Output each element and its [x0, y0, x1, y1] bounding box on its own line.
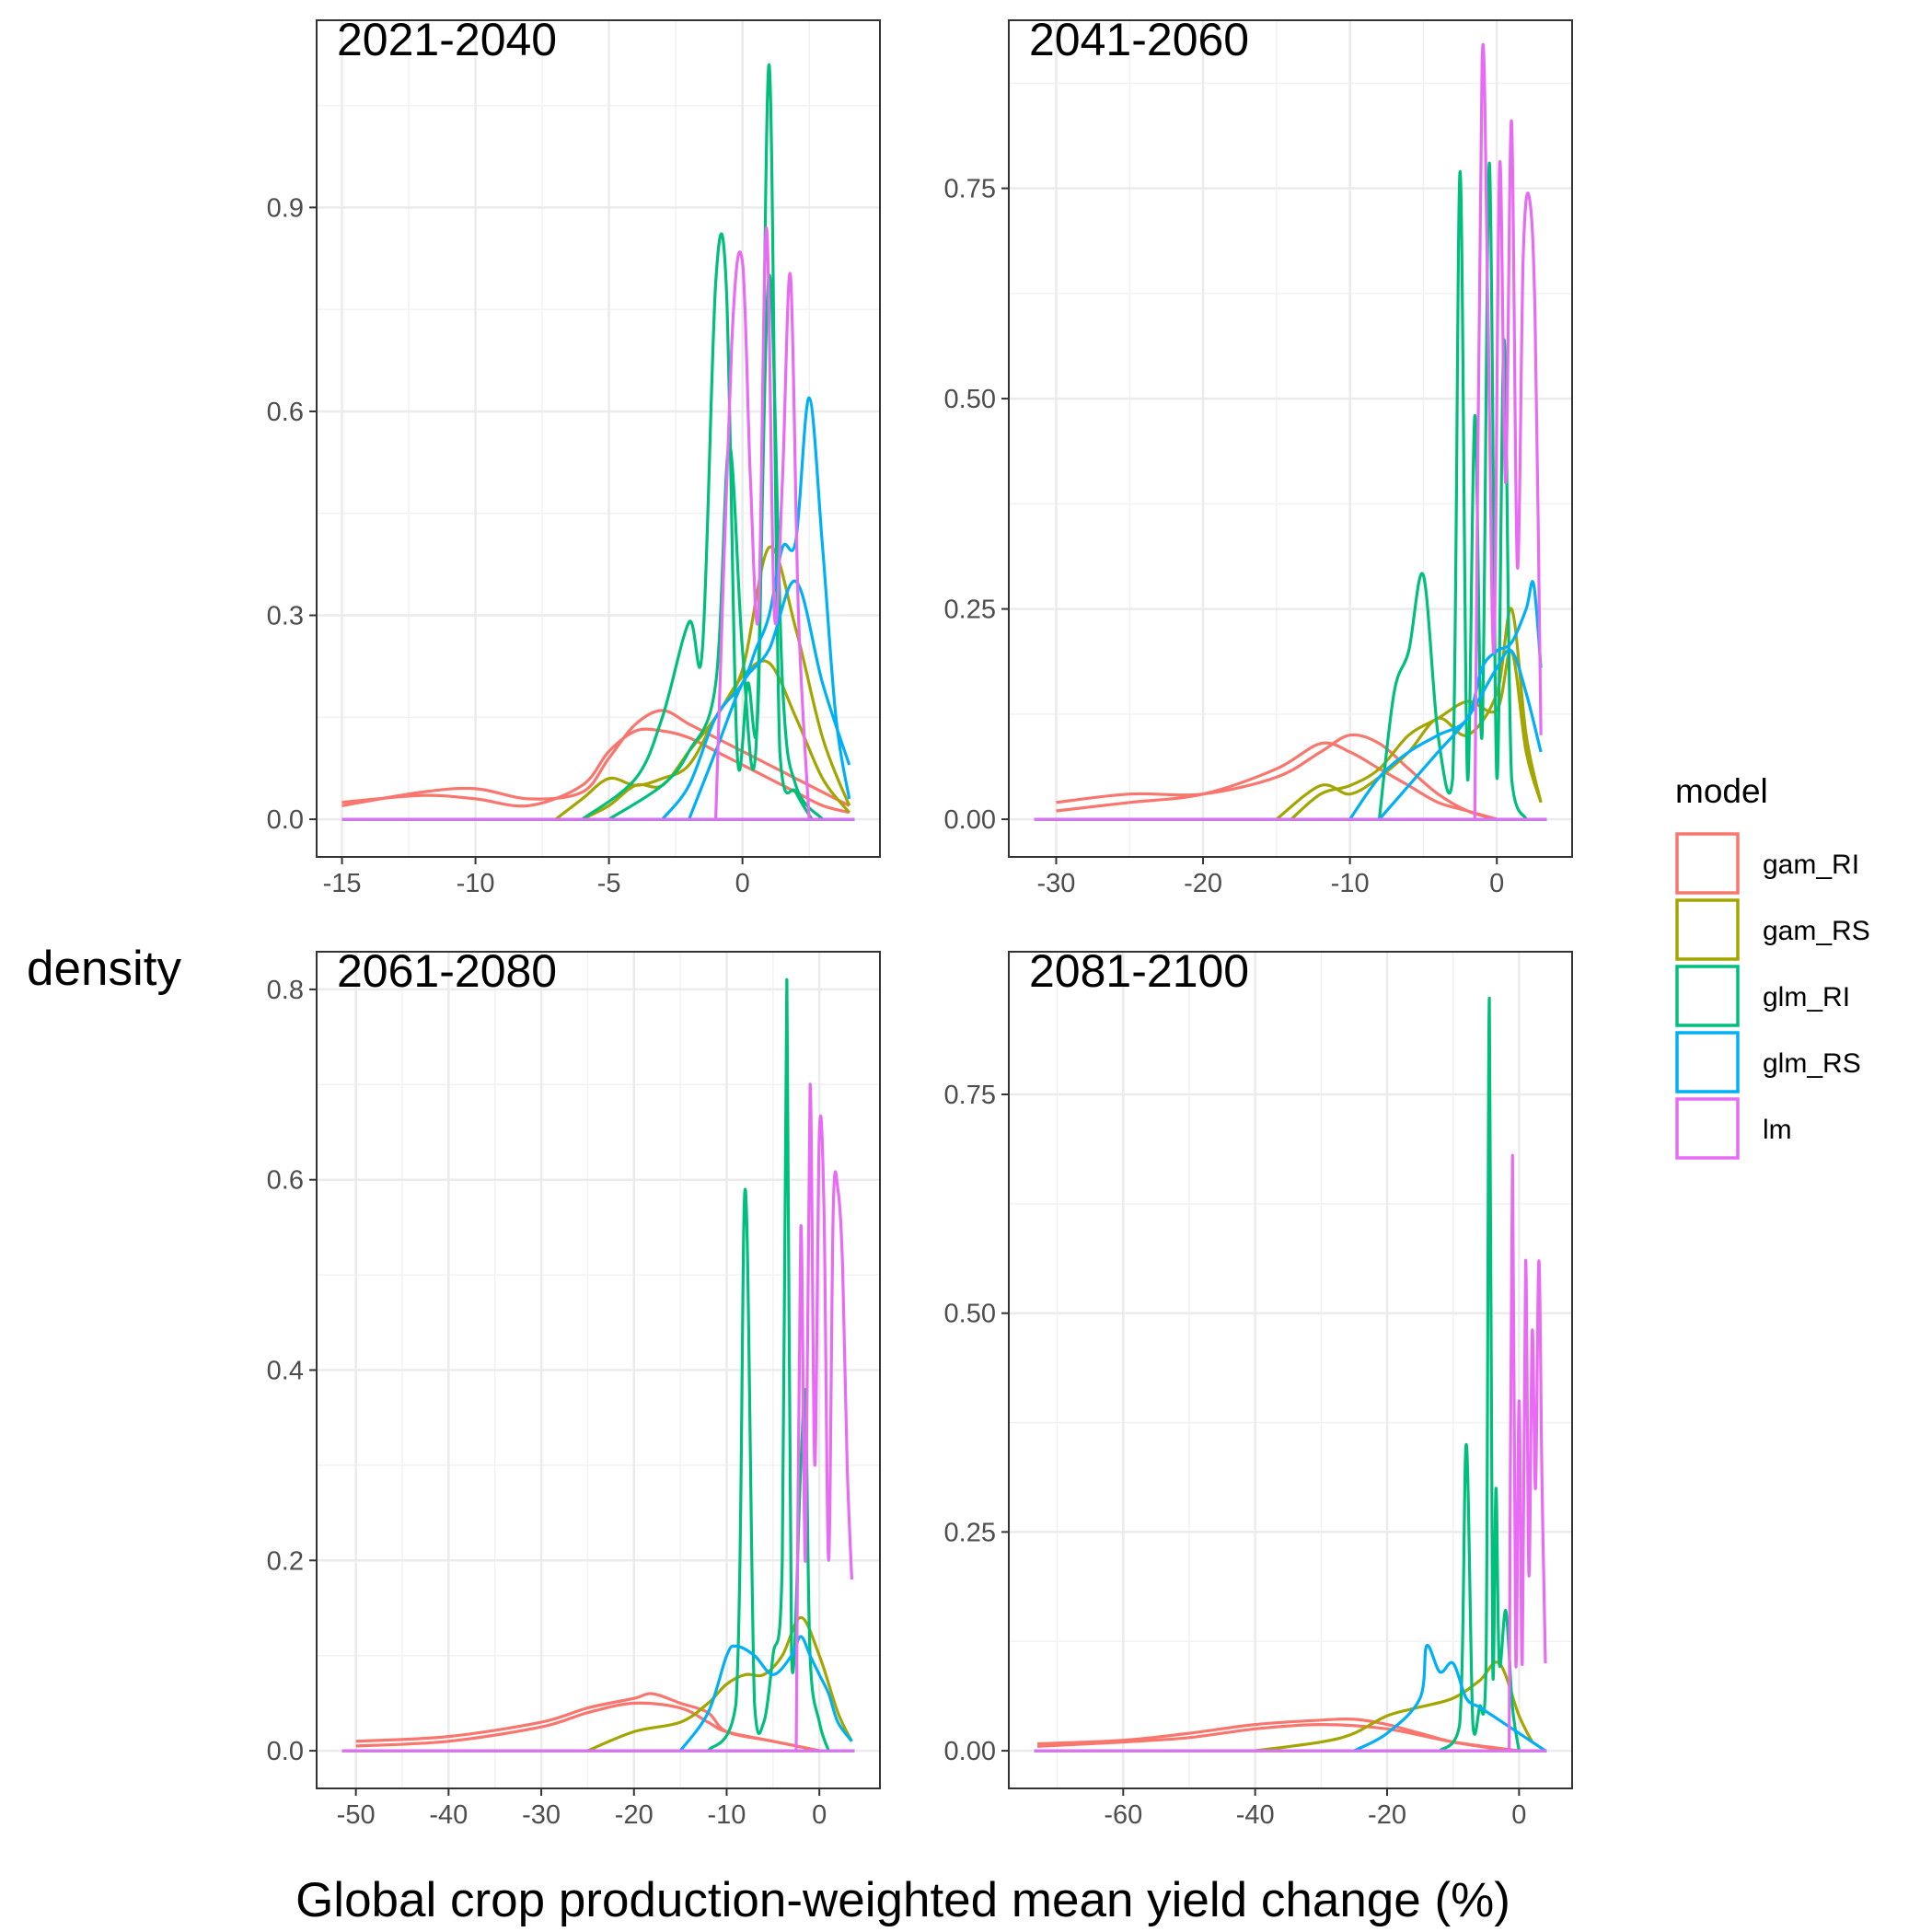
- panel-background: [1009, 952, 1572, 1788]
- legend-key: [1675, 965, 1740, 1027]
- x-tick-label: -40: [429, 1800, 468, 1830]
- density-curve-lm: [794, 1082, 853, 1752]
- y-tick-label: 0.50: [944, 1300, 996, 1329]
- y-tick-label: 0.25: [944, 1518, 996, 1547]
- panel-label: 2021-2040: [337, 14, 557, 65]
- density-curve-gam_RI: [1037, 1723, 1520, 1753]
- legend-key: [1675, 1097, 1740, 1160]
- density-curve-lm: [714, 226, 811, 820]
- legend-item-glm_RI: glm_RI: [1675, 965, 1850, 1027]
- legend-item-glm_RS: glm_RS: [1675, 1031, 1861, 1093]
- legend-item-lm: lm: [1675, 1097, 1792, 1160]
- y-tick-label: 0.0: [267, 805, 304, 835]
- y-tick-label: 0.75: [944, 175, 996, 204]
- legend-item-gam_RS: gam_RS: [1675, 898, 1870, 961]
- density-curve-gam_RI: [341, 727, 850, 815]
- y-tick-label: 0.3: [267, 602, 304, 631]
- panel-label: 2081-2100: [1029, 945, 1249, 997]
- density-curve-glm_RS: [678, 1635, 853, 1753]
- panel-border: [1008, 19, 1573, 858]
- density-curve-glm_RI: [607, 273, 824, 821]
- panel-border: [316, 19, 881, 858]
- legend-label: lm: [1763, 1115, 1792, 1145]
- legend-label: gam_RI: [1763, 850, 1859, 880]
- x-tick-label: -15: [323, 869, 362, 898]
- x-tick-label: -60: [1104, 1800, 1142, 1830]
- legend-label: glm_RI: [1763, 982, 1850, 1012]
- panel-label: 2061-2080: [337, 945, 557, 997]
- y-axis-title: density: [27, 942, 181, 996]
- density-curve-glm_RI: [706, 978, 830, 1753]
- x-tick-label: 0: [1511, 1800, 1526, 1830]
- density-curve-gam_RS: [586, 1615, 853, 1753]
- density-curve-gam_RI: [341, 709, 850, 807]
- y-tick-label: 0.50: [944, 385, 996, 414]
- y-tick-label: 0.00: [944, 805, 996, 835]
- density-curve-lm: [1508, 1153, 1547, 1752]
- density-curve-glm_RS: [1353, 1644, 1546, 1753]
- series-group: [1034, 996, 1547, 1753]
- y-tick-label: 0.75: [944, 1081, 996, 1110]
- series-group: [341, 63, 855, 821]
- x-tick-label: -20: [1368, 1800, 1406, 1830]
- panel-background: [1009, 20, 1572, 857]
- density-curve-glm_RS: [688, 579, 851, 820]
- x-tick-label: 0: [735, 869, 750, 898]
- y-tick-label: 0.8: [267, 976, 304, 1005]
- x-tick-label: 0: [812, 1800, 827, 1830]
- density-curve-gam_RI: [1056, 733, 1498, 821]
- x-tick-label: -20: [1184, 869, 1222, 898]
- density-curve-gam_RS: [1290, 649, 1543, 821]
- x-tick-label: -40: [1236, 1800, 1275, 1830]
- x-tick-label: -5: [597, 869, 621, 898]
- density-curve-glm_RS: [1378, 648, 1543, 821]
- y-tick-label: 0.25: [944, 596, 996, 625]
- density-curve-glm_RI: [1377, 161, 1528, 820]
- density-curve-lm: [1473, 42, 1543, 820]
- legend-key: [1675, 832, 1740, 895]
- y-tick-label: 0.00: [944, 1737, 996, 1766]
- x-tick-label: -10: [457, 869, 495, 898]
- x-tick-label: -30: [522, 1800, 561, 1830]
- y-tick-label: 0.6: [267, 1166, 304, 1196]
- x-tick-label: -30: [1037, 869, 1076, 898]
- legend-key: [1675, 1031, 1740, 1093]
- density-curve-glm_RS: [661, 396, 851, 821]
- x-tick-label: 0: [1489, 869, 1504, 898]
- x-tick-label: -10: [708, 1800, 746, 1830]
- y-tick-label: 0.4: [267, 1357, 304, 1386]
- legend-label: gam_RS: [1763, 916, 1870, 946]
- density-curve-gam_RI: [355, 1701, 820, 1753]
- legend-label: glm_RS: [1763, 1048, 1861, 1079]
- x-axis-title: Global crop production-weighted mean yie…: [295, 1873, 1510, 1927]
- panel-2041-2060: -30 -20 -10 0 0.00 0.25 0.50 0.75 2041-2060: [944, 14, 1573, 898]
- density-curve-glm_RI: [1439, 996, 1521, 1753]
- x-tick-label: -20: [615, 1800, 654, 1830]
- y-tick-label: 0.9: [267, 193, 304, 223]
- y-tick-label: 0.6: [267, 398, 304, 427]
- density-curve-gam_RI: [1056, 741, 1498, 821]
- series-group: [1034, 42, 1547, 821]
- panel-2021-2040: -15 -10 -5 0 0.0 0.3 0.6 0.9 2021-2040: [267, 14, 881, 898]
- x-tick-label: -50: [337, 1800, 376, 1830]
- density-curve-glm_RS: [1348, 580, 1543, 821]
- panel-border: [316, 951, 881, 1789]
- panel-2081-2100: -60 -40 -20 0 0.00 0.25 0.50 0.75 2081-2100: [944, 945, 1573, 1830]
- panel-label: 2041-2060: [1029, 14, 1249, 65]
- legend-item-gam_RI: gam_RI: [1675, 832, 1859, 895]
- legend-title: model: [1675, 772, 1768, 810]
- legend-key: [1675, 898, 1740, 961]
- y-tick-label: 0.2: [267, 1546, 304, 1576]
- y-tick-label: 0.0: [267, 1737, 304, 1766]
- panel-border: [1008, 951, 1573, 1789]
- panel-2061-2080: -50 -40 -30 -20 -10 0 0.0 0.2 0.4 0.6 0.8 2061-2080: [267, 945, 881, 1830]
- x-tick-label: -10: [1331, 869, 1370, 898]
- series-group: [341, 978, 855, 1753]
